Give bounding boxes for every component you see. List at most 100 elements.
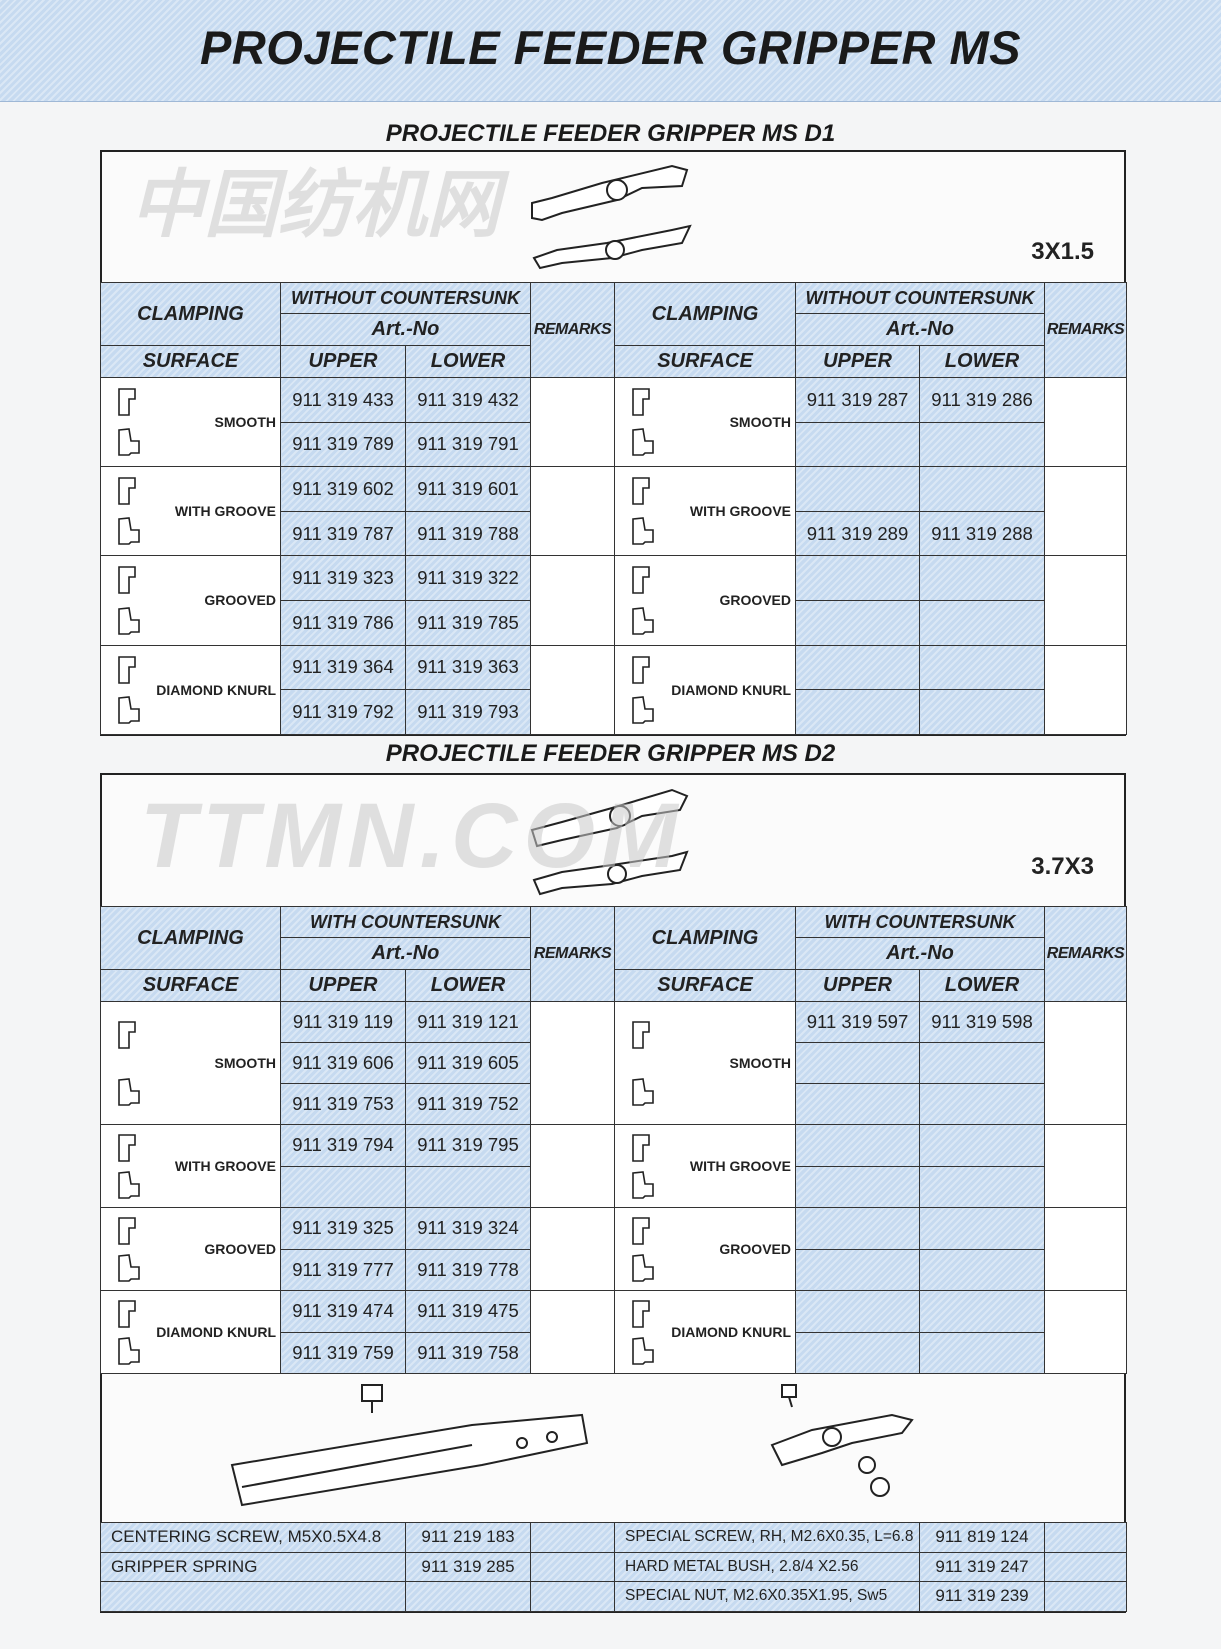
left-remarks	[530, 466, 616, 557]
surface-label: SMOOTH	[729, 414, 792, 431]
left-remarks	[530, 1207, 615, 1291]
left-surface-header: SURFACE	[100, 969, 281, 1002]
surface-label: DIAMOND KNURL	[671, 681, 792, 698]
right-lower-art-no	[919, 1124, 1045, 1167]
lower-clamp-icon	[118, 1253, 140, 1282]
left-lower-art-no: 911 319 605	[405, 1042, 531, 1084]
lower-clamp-icon	[632, 428, 654, 456]
right-remarks	[1044, 1001, 1127, 1125]
lower-clamp-icon	[118, 695, 140, 724]
left-lower-art-no: 911 319 601	[404, 466, 532, 512]
right-lower-art-no	[919, 1207, 1045, 1250]
upper-clamp-icon	[632, 388, 650, 416]
lower-clamp-icon	[632, 695, 654, 724]
right-clamping-surface: DIAMOND KNURL	[614, 1290, 796, 1374]
right-upper-art-no: 911 319 289	[795, 510, 921, 557]
surface-label: SMOOTH	[729, 1055, 791, 1071]
left-part-remarks	[530, 1551, 615, 1582]
parts-row: CENTERING SCREW, M5X0.5X4.8 911 219 183 SP…	[100, 1522, 1127, 1553]
right-upper-art-no	[795, 1207, 920, 1250]
right-part-art-no: 911 319 239	[919, 1581, 1045, 1612]
left-clamping-surface: WITH GROOVE	[100, 466, 281, 557]
left-clamping-surface: GROOVED	[100, 1207, 281, 1291]
surface-label: GROOVED	[719, 592, 792, 609]
right-upper-art-no	[795, 1124, 920, 1167]
surface-label: GROOVED	[719, 1241, 791, 1257]
right-clamping-surface: WITH GROOVE	[614, 1124, 796, 1208]
left-upper-art-no: 911 319 786	[280, 599, 406, 646]
right-upper-art-no: 911 319 287	[795, 377, 921, 423]
right-part-art-no: 911 819 124	[919, 1522, 1045, 1553]
right-upper-art-no	[795, 1165, 920, 1208]
left-clamping-surface: DIAMOND KNURL	[100, 1290, 281, 1374]
left-art-no-header: Art.-No	[279, 313, 532, 346]
left-remarks	[530, 644, 616, 735]
left-clamping-header: CLAMPING	[100, 906, 281, 970]
d2-title: PROJECTILE FEEDER GRIPPER MS D2	[385, 740, 836, 767]
left-lower-art-no: 911 319 788	[404, 510, 532, 557]
left-lower-art-no: 911 319 758	[405, 1331, 531, 1374]
upper-clamp-icon	[118, 1020, 136, 1049]
right-upper-art-no: 911 319 597	[795, 1001, 920, 1043]
right-lower-art-no: 911 319 286	[919, 377, 1046, 423]
right-remarks	[1044, 1124, 1127, 1208]
left-variant-header: WITH COUNTERSUNK	[280, 906, 531, 938]
upper-clamp-icon	[632, 1216, 650, 1245]
lower-clamp-icon	[632, 606, 654, 635]
lower-clamp-icon	[118, 1336, 140, 1365]
left-upper-art-no: 911 319 792	[280, 689, 406, 735]
right-lower-art-no	[919, 1042, 1045, 1084]
left-upper-art-no: 911 319 794	[280, 1124, 406, 1167]
table-row: 911 319 792 911 319 793	[101, 689, 1127, 735]
right-remarks-header: REMARKS	[1044, 906, 1127, 1002]
right-upper-art-no	[795, 421, 921, 468]
table-row: WITH GROOVE 911 319 794 911 319 795 WITH GR…	[100, 1124, 1127, 1208]
right-upper-header: UPPER	[795, 969, 920, 1002]
right-upper-art-no	[795, 644, 921, 691]
left-upper-art-no: 911 319 325	[280, 1207, 406, 1250]
lower-clamp-icon	[632, 1077, 654, 1106]
left-remarks	[530, 1290, 615, 1374]
left-upper-art-no: 911 319 323	[280, 555, 406, 601]
left-clamping-header: CLAMPING	[100, 282, 281, 346]
right-lower-art-no	[919, 1165, 1045, 1208]
right-part-remarks	[1044, 1551, 1127, 1582]
left-lower-art-no: 911 319 791	[404, 421, 532, 468]
left-remarks-header: REMARKS	[530, 906, 615, 1002]
table-row: 911 319 789 911 319 791	[101, 421, 1127, 468]
left-upper-header: UPPER	[280, 345, 406, 378]
surface-label: DIAMOND KNURL	[156, 681, 276, 698]
right-clamping-surface: WITH GROOVE	[614, 466, 797, 557]
right-clamping-surface: GROOVED	[614, 1207, 796, 1291]
left-lower-art-no: 911 319 785	[404, 599, 532, 646]
left-part-art-no	[405, 1581, 531, 1612]
surface-label: WITH GROOVE	[174, 503, 276, 520]
surface-label: SMOOTH	[214, 414, 276, 431]
gripper-assembly-exploded-drawing	[770, 1384, 914, 1497]
right-clamping-header: CLAMPING	[614, 906, 796, 970]
right-remarks	[1044, 1207, 1127, 1291]
right-art-no-header: Art.-No	[795, 313, 1046, 346]
lower-clamp-icon	[632, 1170, 654, 1199]
right-lower-art-no	[919, 421, 1046, 468]
left-clamping-surface: DIAMOND KNURL	[100, 644, 281, 735]
right-part-remarks	[1044, 1581, 1127, 1612]
table-row: SMOOTH 911 319 433 911 319 432 SMOOTH 911 31…	[100, 376, 1128, 468]
right-upper-art-no	[795, 1248, 920, 1291]
left-lower-art-no: 911 319 793	[404, 689, 532, 735]
right-upper-art-no	[795, 599, 921, 646]
surface-label: GROOVED	[204, 1241, 276, 1257]
left-part-art-no: 911 219 183	[405, 1522, 531, 1553]
left-remarks	[530, 555, 616, 646]
left-lower-art-no: 911 319 324	[405, 1207, 531, 1250]
lower-clamp-icon	[118, 517, 140, 546]
d1-title: PROJECTILE FEEDER GRIPPER MS D1	[385, 120, 836, 147]
left-upper-art-no: 911 319 777	[280, 1248, 406, 1291]
lower-clamp-icon	[632, 1253, 654, 1282]
page-title: PROJECTILE FEEDER GRIPPER MS	[200, 21, 1021, 74]
table-row	[101, 1165, 1127, 1208]
table-row: GROOVED 911 319 325 911 319 324 GROOVED	[100, 1207, 1127, 1291]
left-lower-art-no: 911 319 778	[405, 1248, 531, 1291]
d2-size-label: 3.7X3	[1031, 853, 1094, 880]
lower-clamp-icon	[632, 517, 654, 546]
